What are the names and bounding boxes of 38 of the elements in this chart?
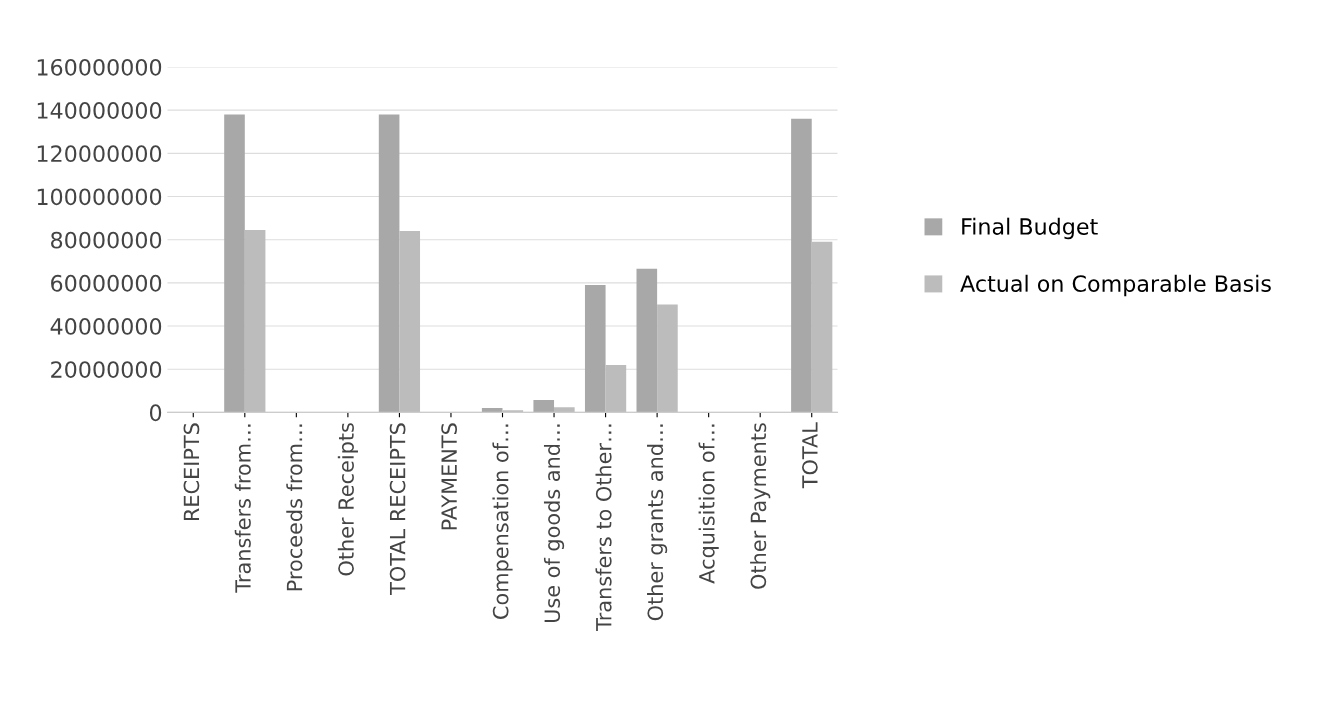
x-tick-label: Acquisition of…	[698, 424, 719, 584]
bar	[244, 229, 266, 413]
x-tick-label: Other Payments	[750, 423, 771, 589]
x-tick-label: Compensation of…	[492, 424, 513, 619]
x-tick-label: Transfers from…	[234, 424, 251, 593]
bar	[224, 114, 245, 413]
y-tick-label: 160000000	[37, 58, 162, 76]
bar	[399, 231, 421, 413]
legend-label: Final Budget	[962, 217, 1098, 240]
x-tick-label: Use of goods and…	[543, 424, 565, 623]
bar	[791, 118, 812, 413]
x-tick-label: Transfers to Other…	[595, 424, 612, 631]
bar	[502, 410, 524, 413]
bar	[605, 364, 627, 413]
bar	[811, 241, 833, 413]
bar	[481, 408, 503, 413]
y-tick-label: 40000000	[50, 318, 162, 335]
y-tick-label: 120000000	[37, 145, 162, 163]
bar	[584, 285, 606, 413]
bar	[378, 114, 400, 413]
x-tick-label: PAYMENTS	[441, 423, 458, 530]
bar	[533, 400, 555, 413]
x-tick-label: Proceeds from…	[286, 424, 303, 591]
y-tick-label: 80000000	[51, 231, 162, 249]
y-tick-label: 60000000	[51, 274, 162, 292]
y-tick-label: 0	[149, 404, 162, 422]
x-tick-label: TOTAL RECEIPTS	[389, 423, 406, 595]
x-tick-label: RECEIPTS	[183, 423, 200, 521]
y-tick-label: 140000000	[37, 102, 162, 119]
y-tick-label: 20000000	[51, 361, 162, 378]
x-tick-label: Other Receipts	[337, 423, 358, 576]
bar	[636, 268, 658, 413]
x-tick-label: Other grants and…	[647, 424, 668, 621]
x-tick-label: TOTAL	[802, 422, 818, 489]
y-tick-label: 100000000	[37, 188, 162, 206]
legend-label: Actual on Comparable Basis	[960, 274, 1271, 297]
bar	[657, 304, 678, 413]
bar	[554, 407, 575, 413]
